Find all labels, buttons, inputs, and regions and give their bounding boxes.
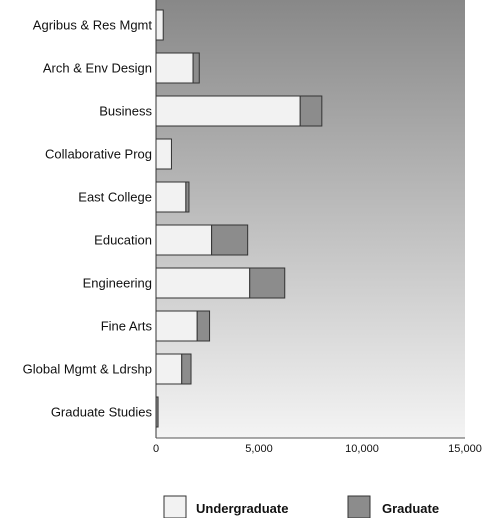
undergraduate-bar <box>155 9 164 41</box>
undergraduate-bar <box>155 310 198 342</box>
undergraduate-bar <box>155 52 194 84</box>
graduate-bar <box>299 95 323 127</box>
legend-label-graduate: Graduate <box>382 501 439 516</box>
category-label: Education <box>94 233 152 248</box>
undergraduate-bar <box>155 353 183 385</box>
legend: Undergraduate Graduate <box>163 495 439 519</box>
graduate-bar <box>185 181 190 213</box>
legend-swatch-graduate <box>347 495 371 519</box>
undergraduate-bar <box>155 224 213 256</box>
undergraduate-bar <box>155 95 301 127</box>
bars-layer <box>155 9 323 428</box>
category-label: Fine Arts <box>101 319 153 334</box>
category-label: Engineering <box>83 276 152 291</box>
category-label: Arch & Env Design <box>43 61 152 76</box>
category-label: Graduate Studies <box>51 405 153 420</box>
legend-label-undergraduate: Undergraduate <box>196 501 288 516</box>
graduate-bar <box>196 310 211 342</box>
x-axis-ticks: 0 5,000 10,000 15,000 <box>153 443 482 455</box>
category-label: East College <box>78 190 152 205</box>
x-tick-label: 10,000 <box>345 443 379 455</box>
undergraduate-bar <box>155 181 187 213</box>
x-tick-label: 0 <box>153 443 159 455</box>
category-labels: Agribus & Res Mgmt Arch & Env Design Busin… <box>23 18 153 420</box>
undergraduate-bar <box>155 267 251 299</box>
graduate-bar <box>211 224 249 256</box>
category-label: Business <box>99 104 152 119</box>
graduate-bar <box>192 52 200 84</box>
plot-area <box>156 0 465 438</box>
graduate-bar <box>249 267 286 299</box>
graduate-bar <box>181 353 192 385</box>
x-tick-label: 15,000 <box>448 443 482 455</box>
x-tick-label: 5,000 <box>245 443 273 455</box>
category-label: Collaborative Prog <box>45 147 152 162</box>
undergraduate-bar <box>155 138 172 170</box>
category-label: Agribus & Res Mgmt <box>33 18 153 33</box>
category-label: Global Mgmt & Ldrshp <box>23 362 152 377</box>
legend-swatch-undergraduate <box>163 495 187 519</box>
